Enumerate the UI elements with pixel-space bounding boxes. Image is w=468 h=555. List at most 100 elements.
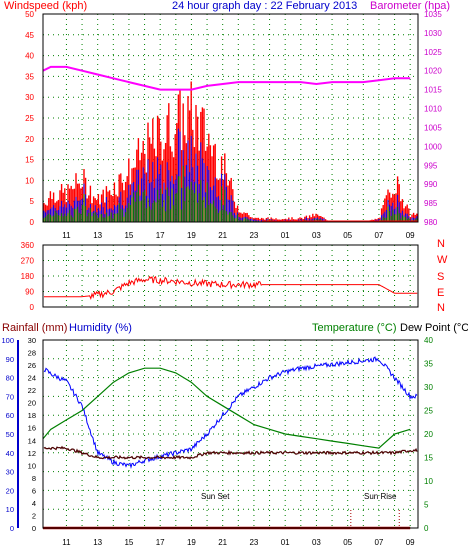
- rain-ytick-18: 18: [28, 411, 36, 420]
- baro-ytick-980: 980: [424, 218, 438, 227]
- hum-ytick-30: 30: [6, 468, 14, 477]
- temp-xtick-15: 15: [124, 538, 133, 547]
- hum-ytick-100: 100: [1, 336, 14, 345]
- compass-W-1: W: [437, 254, 448, 266]
- dir-panel-frame: [42, 244, 419, 308]
- wind-ytick-50: 50: [25, 10, 34, 19]
- temperature-line: [42, 367, 411, 449]
- rain-ytick-22: 22: [28, 386, 36, 395]
- rain-ytick-28: 28: [28, 349, 36, 358]
- temp-panel-frame: [42, 339, 419, 529]
- temp-ytick-0: 0: [424, 524, 429, 533]
- rain-ytick-14: 14: [28, 436, 36, 445]
- sunset-label: Sun Set: [201, 492, 230, 501]
- temp-ytick-15: 15: [424, 454, 433, 463]
- baro-ytick-1030: 1030: [424, 29, 442, 38]
- temp-ytick-35: 35: [424, 360, 433, 369]
- rain-ytick-30: 30: [28, 336, 36, 345]
- temp-xtick-07: 07: [374, 538, 383, 547]
- wind-xtick-21: 21: [218, 231, 227, 240]
- wind-xtick-09: 09: [406, 231, 415, 240]
- wind-ytick-45: 45: [25, 31, 34, 40]
- temp-xtick-09: 09: [406, 538, 415, 547]
- rain-ytick-8: 8: [32, 474, 36, 483]
- dir-ytick-0: 0: [30, 303, 35, 312]
- temp-ytick-30: 30: [424, 383, 433, 392]
- temp-xtick-23: 23: [249, 538, 258, 547]
- wind-ytick-10: 10: [25, 176, 34, 185]
- rain-ytick-2: 2: [32, 511, 36, 520]
- baro-ytick-990: 990: [424, 180, 438, 189]
- temp-ytick-10: 10: [424, 477, 433, 486]
- compass-E-3: E: [437, 287, 444, 299]
- rainfall-axis-title: Rainfall (mm): [2, 322, 67, 334]
- wind-ytick-0: 0: [30, 218, 35, 227]
- baro-ytick-1010: 1010: [424, 105, 442, 114]
- humidity-axis-title: Humidity (%): [69, 322, 132, 334]
- sunrise-label: Sun Rise: [364, 492, 397, 501]
- wind-ytick-5: 5: [30, 197, 35, 206]
- hum-ytick-70: 70: [6, 392, 14, 401]
- baro-ytick-985: 985: [424, 199, 438, 208]
- wind-xtick-15: 15: [124, 231, 133, 240]
- compass-S-2: S: [437, 271, 444, 283]
- chart-title: 24 hour graph day : 22 February 2013: [172, 0, 357, 12]
- hum-ytick-40: 40: [6, 449, 14, 458]
- dir-ytick-90: 90: [25, 288, 34, 297]
- rain-ytick-24: 24: [28, 374, 36, 383]
- wind-ytick-40: 40: [25, 52, 34, 61]
- temp-xtick-03: 03: [312, 538, 321, 547]
- windspeed-axis-title: Windspeed (kph): [4, 0, 87, 12]
- barometer-axis-title: Barometer (hpa): [370, 0, 450, 12]
- compass-N-0: N: [437, 238, 445, 250]
- wind-barometer-panel: 0510152025303540455098098599099510001005…: [25, 10, 442, 240]
- baro-ytick-1020: 1020: [424, 67, 442, 76]
- wind-ytick-15: 15: [25, 156, 34, 165]
- baro-ytick-1035: 1035: [424, 10, 442, 19]
- baro-ytick-1015: 1015: [424, 86, 442, 95]
- wind-ytick-35: 35: [25, 72, 34, 81]
- temp-xtick-01: 01: [281, 538, 290, 547]
- wind-panel-frame: [42, 13, 419, 223]
- rain-ytick-10: 10: [28, 461, 36, 470]
- temp-xtick-05: 05: [343, 538, 352, 547]
- temp-ytick-20: 20: [424, 430, 433, 439]
- baro-ytick-1025: 1025: [424, 48, 442, 57]
- rain-ytick-12: 12: [28, 449, 36, 458]
- hum-ytick-60: 60: [6, 411, 14, 420]
- baro-ytick-1000: 1000: [424, 142, 442, 151]
- wind-xtick-17: 17: [156, 231, 165, 240]
- dir-ytick-180: 180: [21, 272, 35, 281]
- dewpoint-line: [43, 445, 418, 460]
- temperature-axis-title: Temperature (°C): [312, 322, 396, 334]
- rain-ytick-20: 20: [28, 399, 36, 408]
- wind-xtick-07: 07: [374, 231, 383, 240]
- dir-ytick-360: 360: [21, 241, 35, 250]
- wind-bars: [43, 81, 418, 222]
- hum-ytick-90: 90: [6, 355, 14, 364]
- direction-trace: [44, 275, 418, 300]
- wind-xtick-23: 23: [249, 231, 258, 240]
- temp-xtick-17: 17: [156, 538, 165, 547]
- hum-ytick-50: 50: [6, 430, 14, 439]
- hum-ytick-10: 10: [6, 505, 14, 514]
- wind-ytick-20: 20: [25, 135, 34, 144]
- temp-xtick-11: 11: [62, 538, 71, 547]
- compass-N-4: N: [437, 302, 445, 314]
- hum-ytick-80: 80: [6, 374, 14, 383]
- hum-ytick-20: 20: [6, 486, 14, 495]
- rain-ytick-6: 6: [32, 486, 36, 495]
- temp-xtick-21: 21: [218, 538, 227, 547]
- rain-ytick-0: 0: [32, 524, 36, 533]
- wind-xtick-05: 05: [343, 231, 352, 240]
- rain-ytick-16: 16: [28, 424, 36, 433]
- wind-ytick-30: 30: [25, 93, 34, 102]
- temp-xtick-13: 13: [93, 538, 102, 547]
- barometer-line: [42, 65, 411, 91]
- temp-ytick-40: 40: [424, 336, 433, 345]
- wind-xtick-19: 19: [187, 231, 196, 240]
- temp-humidity-panel: 0102030405060708090100024681012141618202…: [1, 336, 433, 547]
- wind-ytick-25: 25: [25, 114, 34, 123]
- dir-ytick-270: 270: [21, 257, 35, 266]
